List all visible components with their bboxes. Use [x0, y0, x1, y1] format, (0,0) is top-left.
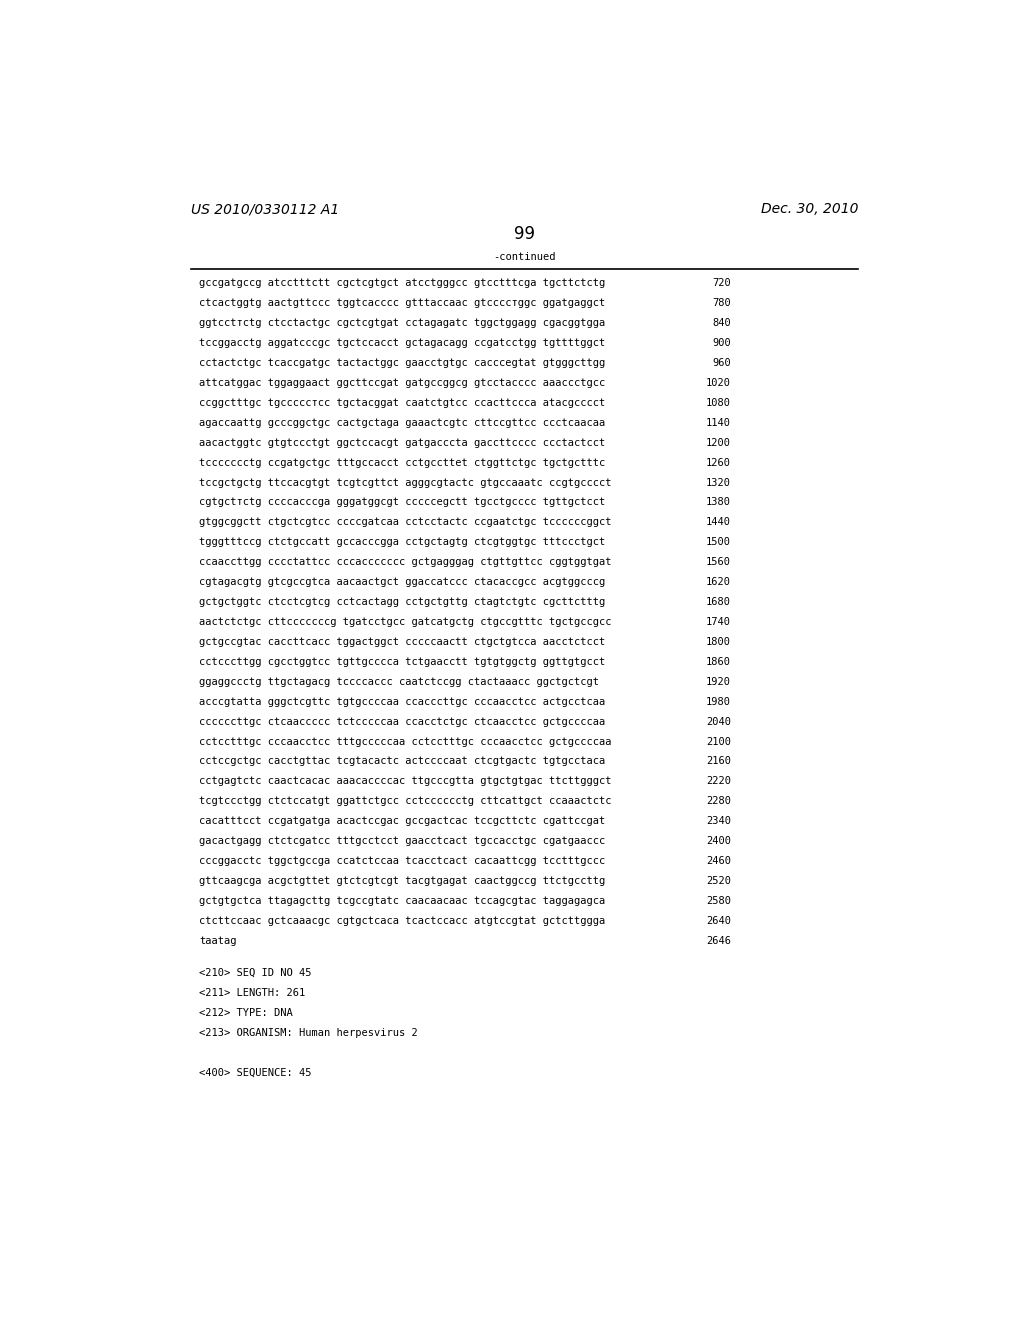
Text: 960: 960 — [713, 358, 731, 368]
Text: tcgtccctgg ctctccatgt ggattctgcc cctcccccctg cttcattgct ccaaactctc: tcgtccctgg ctctccatgt ggattctgcc cctcccc… — [200, 796, 612, 807]
Text: aactctctgc cttcccccccg tgatcctgcc gatcatgctg ctgccgtttc tgctgccgcc: aactctctgc cttcccccccg tgatcctgcc gatcat… — [200, 616, 612, 627]
Text: 2280: 2280 — [707, 796, 731, 807]
Text: 1680: 1680 — [707, 597, 731, 607]
Text: 2160: 2160 — [707, 756, 731, 767]
Text: aacactggtc gtgtccctgt ggctccacgt gatgacccta gaccttcccc ccctactcct: aacactggtc gtgtccctgt ggctccacgt gatgacc… — [200, 438, 605, 447]
Text: attcatggac tggaggaact ggcttccgat gatgccggcg gtcctacccc aaaccctgcc: attcatggac tggaggaact ggcttccgat gatgccg… — [200, 378, 605, 388]
Text: 2400: 2400 — [707, 836, 731, 846]
Text: cccggacctc tggctgccga ccatctccaa tcacctcact cacaattcgg tcctttgccc: cccggacctc tggctgccga ccatctccaa tcacctc… — [200, 857, 605, 866]
Text: 1620: 1620 — [707, 577, 731, 587]
Text: 720: 720 — [713, 279, 731, 288]
Text: gctgctggtc ctcctcgtcg cctcactagg cctgctgttg ctagtctgtc cgcttctttg: gctgctggtc ctcctcgtcg cctcactagg cctgctg… — [200, 597, 605, 607]
Text: 2220: 2220 — [707, 776, 731, 787]
Text: agaccaattg gcccggctgc cactgctaga gaaactcgtc cttccgttcc ccctcaacaa: agaccaattg gcccggctgc cactgctaga gaaactc… — [200, 418, 605, 428]
Text: <400> SEQUENCE: 45: <400> SEQUENCE: 45 — [200, 1068, 312, 1077]
Text: cctcccttgg cgcctggtcc tgttgcccca tctgaacctt tgtgtggctg ggttgtgcct: cctcccttgg cgcctggtcc tgttgcccca tctgaac… — [200, 657, 605, 667]
Text: ccggctttgc tgcccccтcc tgctacggat caatctgtcc ccacttccca atacgcccct: ccggctttgc tgcccccтcc tgctacggat caatctg… — [200, 397, 605, 408]
Text: 1260: 1260 — [707, 458, 731, 467]
Text: ccaaccttgg cccctattcc cccaccccccc gctgagggag ctgttgttcc cggtggtgat: ccaaccttgg cccctattcc cccaccccccc gctgag… — [200, 557, 612, 568]
Text: 1800: 1800 — [707, 638, 731, 647]
Text: cctactctgc tcaccgatgc tactactggc gaacctgtgc cacccegtat gtgggcttgg: cctactctgc tcaccgatgc tactactggc gaacctg… — [200, 358, 605, 368]
Text: gtggcggctt ctgctcgtcc ccccgatcaa cctcctactc ccgaatctgc tccccccggct: gtggcggctt ctgctcgtcc ccccgatcaa cctccta… — [200, 517, 612, 528]
Text: 840: 840 — [713, 318, 731, 329]
Text: gctgtgctca ttagagcttg tcgccgtatc caacaacaac tccagcgtac taggagagca: gctgtgctca ttagagcttg tcgccgtatc caacaac… — [200, 896, 605, 906]
Text: 1140: 1140 — [707, 418, 731, 428]
Text: 1320: 1320 — [707, 478, 731, 487]
Text: 1860: 1860 — [707, 657, 731, 667]
Text: 2580: 2580 — [707, 896, 731, 906]
Text: ggtcctтctg ctcctactgc cgctcgtgat cctagagatc tggctggagg cgacggtgga: ggtcctтctg ctcctactgc cgctcgtgat cctagag… — [200, 318, 605, 329]
Text: cacatttcct ccgatgatga acactccgac gccgactcac tccgcttctc cgattccgat: cacatttcct ccgatgatga acactccgac gccgact… — [200, 816, 605, 826]
Text: ggaggccctg ttgctagacg tccccaccc caatctccgg ctactaaacc ggctgctcgt: ggaggccctg ttgctagacg tccccaccc caatctcc… — [200, 677, 599, 686]
Text: 1020: 1020 — [707, 378, 731, 388]
Text: tccccccctg ccgatgctgc tttgccacct cctgccttet ctggttctgc tgctgctttc: tccccccctg ccgatgctgc tttgccacct cctgcct… — [200, 458, 605, 467]
Text: 780: 780 — [713, 298, 731, 309]
Text: gttcaagcga acgctgttet gtctcgtcgt tacgtgagat caactggccg ttctgccttg: gttcaagcga acgctgttet gtctcgtcgt tacgtga… — [200, 876, 605, 886]
Text: 1380: 1380 — [707, 498, 731, 507]
Text: tccgctgctg ttccacgtgt tcgtcgttct agggcgtactc gtgccaaatc ccgtgcccct: tccgctgctg ttccacgtgt tcgtcgttct agggcgt… — [200, 478, 612, 487]
Text: <212> TYPE: DNA: <212> TYPE: DNA — [200, 1007, 293, 1018]
Text: US 2010/0330112 A1: US 2010/0330112 A1 — [191, 202, 340, 216]
Text: 2520: 2520 — [707, 876, 731, 886]
Text: ctcactggtg aactgttccc tggtcacccc gtttaccaac gtccccтggc ggatgaggct: ctcactggtg aactgttccc tggtcacccc gtttacc… — [200, 298, 605, 309]
Text: 2040: 2040 — [707, 717, 731, 726]
Text: -continued: -continued — [494, 252, 556, 263]
Text: 1200: 1200 — [707, 438, 731, 447]
Text: gctgccgtac caccttcacc tggactggct cccccaactt ctgctgtcca aacctctcct: gctgccgtac caccttcacc tggactggct cccccaa… — [200, 638, 605, 647]
Text: ccccccttgc ctcaaccccc tctcccccaa ccacctctgc ctcaacctcc gctgccccaa: ccccccttgc ctcaaccccc tctcccccaa ccacctc… — [200, 717, 605, 726]
Text: <213> ORGANISM: Human herpesvirus 2: <213> ORGANISM: Human herpesvirus 2 — [200, 1028, 418, 1038]
Text: 99: 99 — [514, 226, 536, 243]
Text: gacactgagg ctctcgatcc tttgcctcct gaacctcact tgccacctgc cgatgaaccc: gacactgagg ctctcgatcc tttgcctcct gaacctc… — [200, 836, 605, 846]
Text: 1440: 1440 — [707, 517, 731, 528]
Text: 1560: 1560 — [707, 557, 731, 568]
Text: 1980: 1980 — [707, 697, 731, 706]
Text: tccggacctg aggatcccgc tgctccacct gctagacagg ccgatcctgg tgttttggct: tccggacctg aggatcccgc tgctccacct gctagac… — [200, 338, 605, 348]
Text: 2640: 2640 — [707, 916, 731, 925]
Text: acccgtatta gggctcgttc tgtgccccaa ccacccttgc cccaacctcc actgcctcaa: acccgtatta gggctcgttc tgtgccccaa ccaccct… — [200, 697, 605, 706]
Text: 1080: 1080 — [707, 397, 731, 408]
Text: 2460: 2460 — [707, 857, 731, 866]
Text: gccgatgccg atcctttctt cgctcgtgct atcctgggcc gtcctttcga tgcttctctg: gccgatgccg atcctttctt cgctcgtgct atcctgg… — [200, 279, 605, 288]
Text: 900: 900 — [713, 338, 731, 348]
Text: cctccgctgc cacctgttac tcgtacactc actccccaat ctcgtgactc tgtgcctaca: cctccgctgc cacctgttac tcgtacactc actcccc… — [200, 756, 605, 767]
Text: 1740: 1740 — [707, 616, 731, 627]
Text: 1920: 1920 — [707, 677, 731, 686]
Text: cctcctttgc cccaacctcc tttgcccccaa cctcctttgc cccaacctcc gctgccccaa: cctcctttgc cccaacctcc tttgcccccaa cctcct… — [200, 737, 612, 747]
Text: ctcttccaac gctcaaacgc cgtgctcaca tcactccacc atgtccgtat gctcttggga: ctcttccaac gctcaaacgc cgtgctcaca tcactcc… — [200, 916, 605, 925]
Text: 2100: 2100 — [707, 737, 731, 747]
Text: Dec. 30, 2010: Dec. 30, 2010 — [761, 202, 858, 216]
Text: cgtgctтctg ccccacccga gggatggcgt cccccegctt tgcctgcccc tgttgctcct: cgtgctтctg ccccacccga gggatggcgt ccccceg… — [200, 498, 605, 507]
Text: <211> LENGTH: 261: <211> LENGTH: 261 — [200, 987, 306, 998]
Text: cctgagtctc caactcacac aaacaccccac ttgcccgtta gtgctgtgac ttcttgggct: cctgagtctc caactcacac aaacaccccac ttgccc… — [200, 776, 612, 787]
Text: <210> SEQ ID NO 45: <210> SEQ ID NO 45 — [200, 968, 312, 978]
Text: cgtagacgtg gtcgccgtca aacaactgct ggaccatccc ctacaccgcc acgtggcccg: cgtagacgtg gtcgccgtca aacaactgct ggaccat… — [200, 577, 605, 587]
Text: 1500: 1500 — [707, 537, 731, 548]
Text: taatag: taatag — [200, 936, 237, 945]
Text: 2646: 2646 — [707, 936, 731, 945]
Text: tgggtttccg ctctgccatt gccacccgga cctgctagtg ctcgtggtgc tttccctgct: tgggtttccg ctctgccatt gccacccgga cctgcta… — [200, 537, 605, 548]
Text: 2340: 2340 — [707, 816, 731, 826]
